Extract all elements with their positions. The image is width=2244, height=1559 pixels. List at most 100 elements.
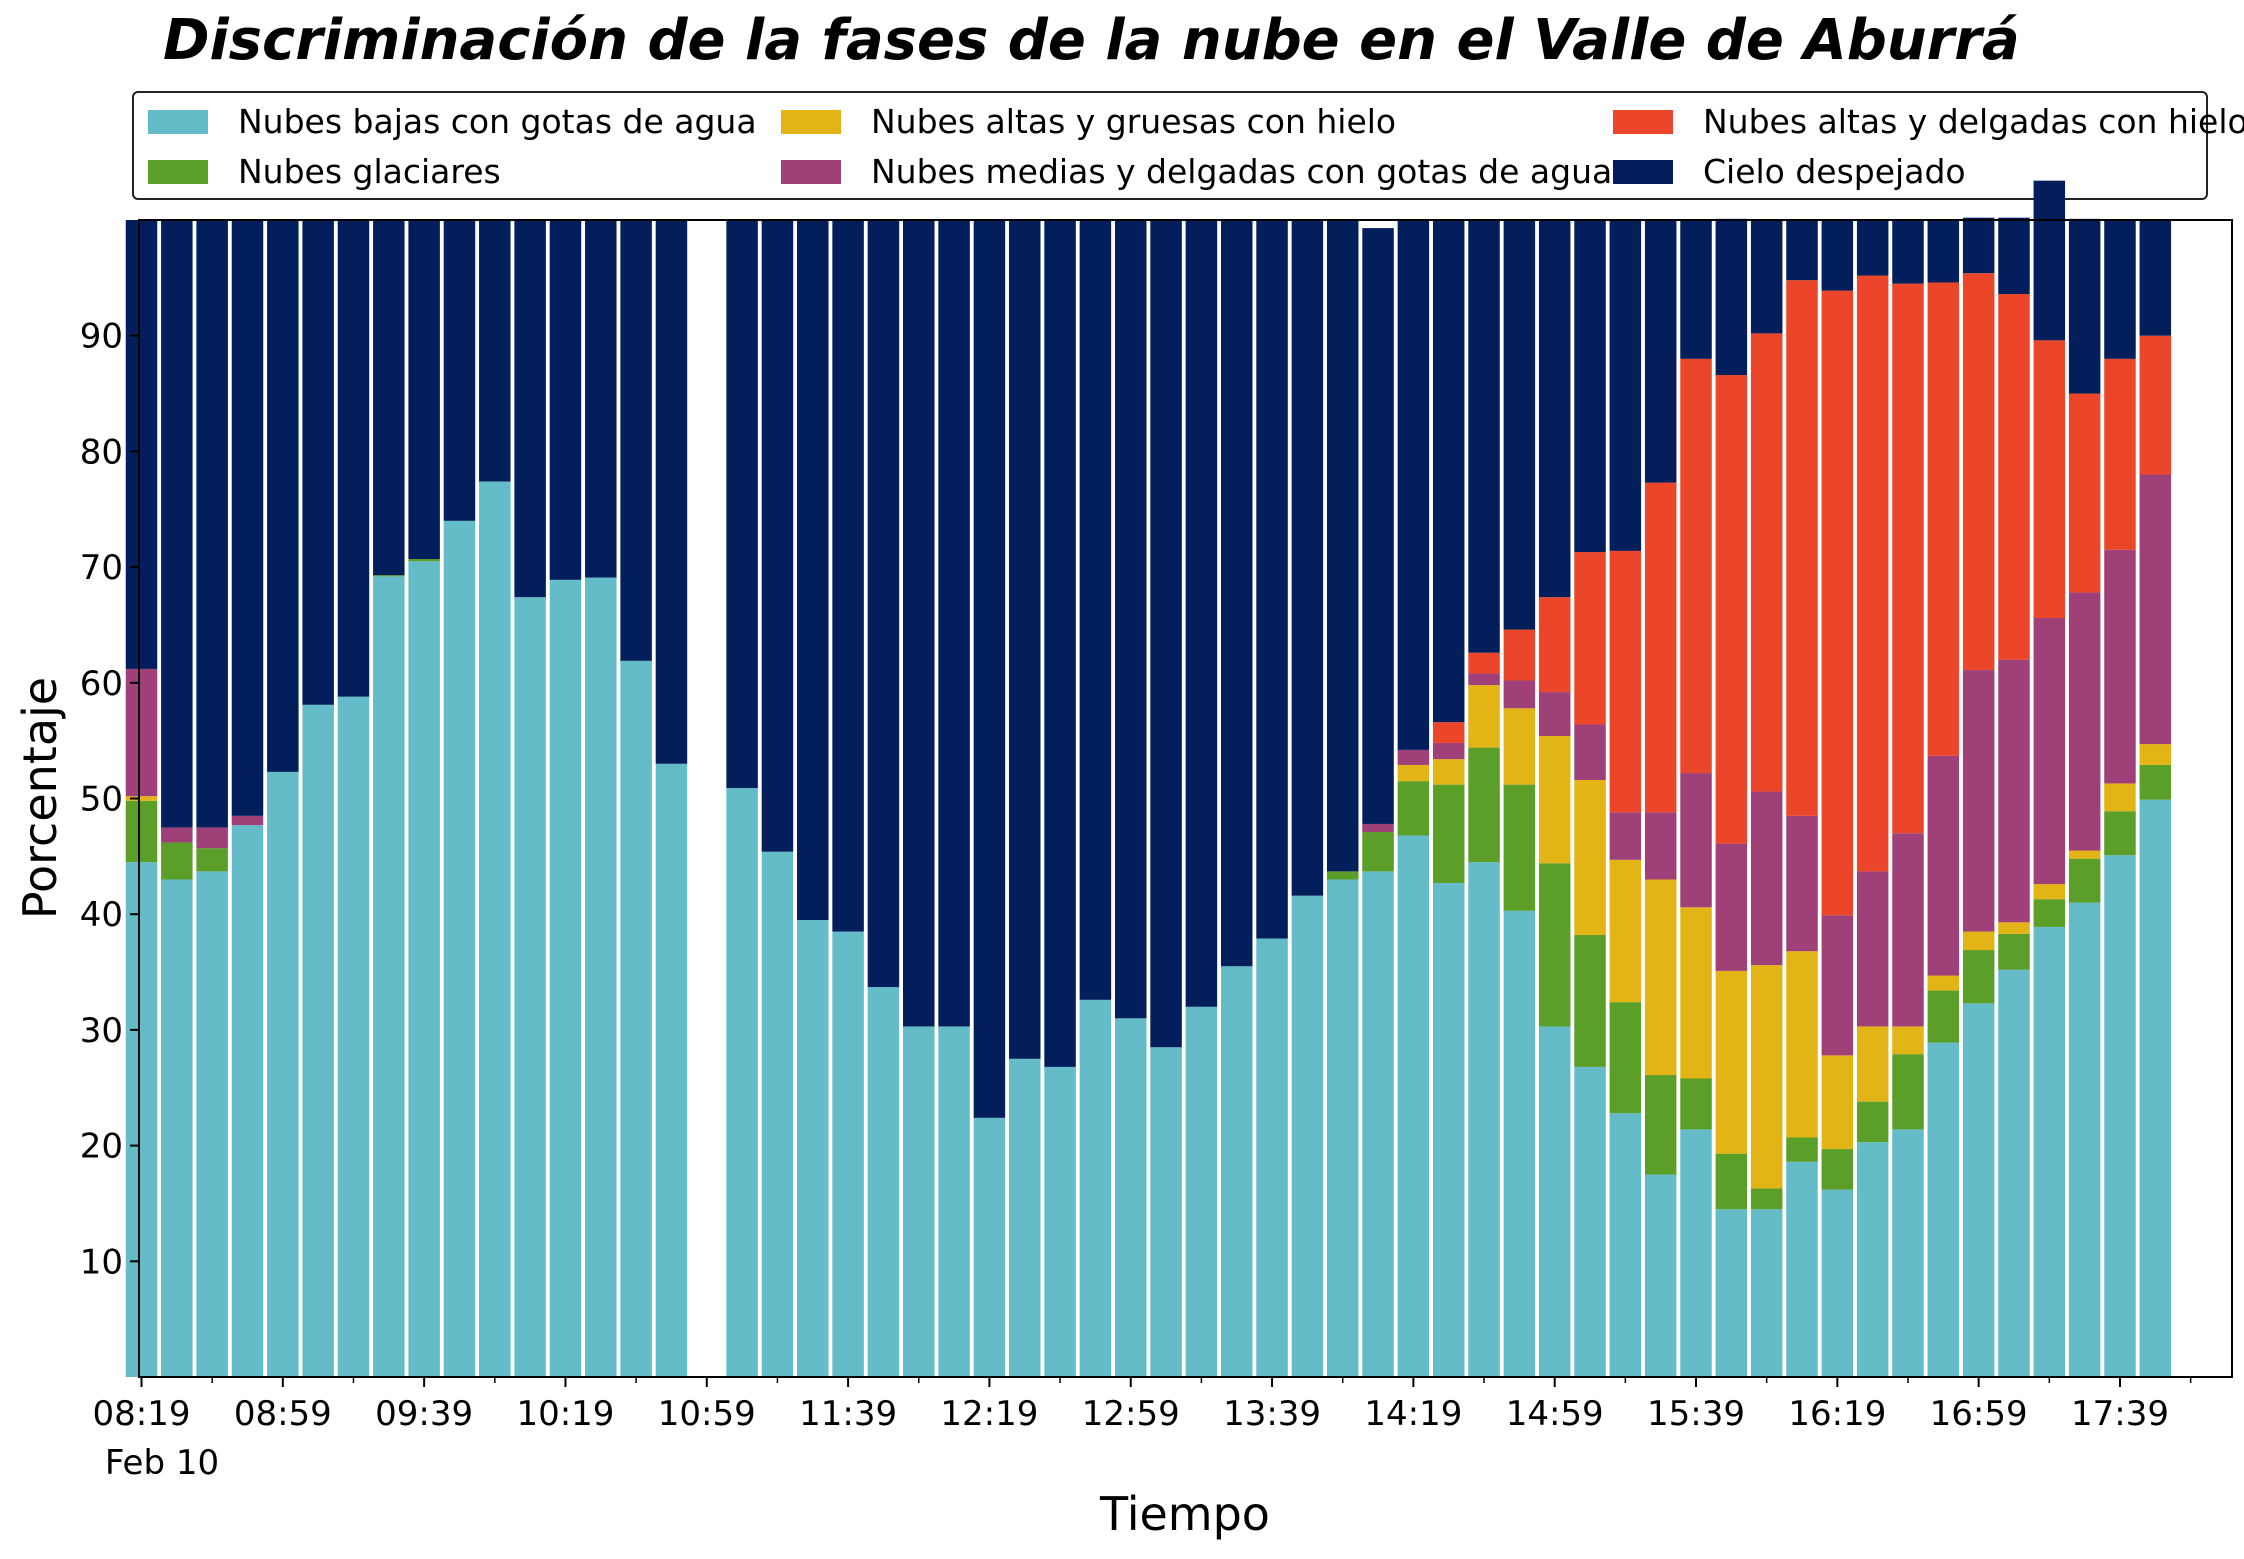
bar-segment [125,800,158,863]
bar-segment [1644,482,1677,813]
bar-segment [2104,811,2136,856]
bar-segment [1291,220,1324,896]
y-tick-label: 90 [80,317,123,357]
bar-segment [1927,755,1960,976]
bar-segment [1574,724,1606,780]
bar-segment [1609,1002,1642,1114]
bar-segment [1468,652,1500,674]
bar-segment [1750,1209,1783,1377]
bar-segment [161,879,193,1377]
bar-segment [761,220,794,852]
bar-segment [443,520,476,1377]
bar-segment [1998,922,2030,934]
bar-segment [1750,965,1783,1189]
bar-segment [1326,879,1359,1377]
legend-item: Nubes altas y delgadas con hielo [1613,102,2244,141]
x-tick-label: 08:59 [234,1394,332,1434]
bar-segment [2139,220,2172,336]
bar-segment [1715,843,1748,971]
bar-segment [2068,393,2101,593]
bar-segment [1609,812,1642,860]
bar-segment [2139,474,2172,745]
bar-segment [302,220,334,705]
bar-segment [2068,902,2101,1377]
bar-segment [1009,1058,1041,1377]
bar-segment [1821,1189,1854,1377]
bar-segment [797,220,829,920]
bar-segment [2104,549,2136,784]
legend-swatch [148,159,208,184]
bar-segment [1750,1188,1783,1210]
bar-segment [196,220,228,828]
bar-segment [1821,1055,1854,1150]
bar-segment [514,597,546,1377]
x-tick-label: 17:39 [2071,1394,2169,1434]
bar-segment [1538,863,1571,1027]
x-tick-label: 12:19 [940,1394,1038,1434]
bar-segment [1962,931,1995,951]
x-tick-label: 08:19 [93,1394,191,1434]
bar-segment [1538,1026,1571,1377]
bar-segment [1715,375,1748,844]
legend-swatch [1613,159,1673,184]
bar-segment [1998,659,2030,923]
bar-segment [1892,283,1924,834]
bar-segment [1821,290,1854,916]
legend-item: Nubes medias y delgadas con gotas de agu… [781,152,1612,191]
legend-label: Cielo despejado [1703,152,1966,191]
y-tick-label: 20 [80,1127,123,1167]
y-tick-label: 10 [80,1242,123,1282]
bar-segment [1609,550,1642,813]
bar-segment [1468,685,1500,748]
bar-segment [231,815,264,826]
bar-segment [1079,220,1112,1000]
bar-segment [1998,933,2030,970]
x-axis: 08:19 08:59 09:39 10:19 10:59 11:39 12:19 12:59… [93,1377,2192,1434]
bar-segment [1962,1003,1995,1377]
bar-segment [1503,220,1536,630]
y-tick-label: 70 [80,548,123,588]
x-tick-label: 16:59 [1930,1394,2028,1434]
bar-segment [1644,812,1677,880]
bar-segment [1291,895,1324,1377]
bar-segment [514,220,546,598]
bar-segment [1256,938,1288,1377]
legend-item: Nubes bajas con gotas de agua [148,102,757,141]
bar-segment [1892,220,1924,284]
bar-segment [2139,799,2172,1377]
bar-segment [479,481,511,1377]
bar-segment [196,827,228,849]
bar-segment [1856,1101,1889,1143]
bar-segment [161,220,193,828]
x-tick-label: 11:39 [799,1394,897,1434]
x-tick-label: 15:39 [1647,1394,1745,1434]
bar-segment [1927,220,1960,283]
bar-segment [196,871,228,1377]
bar-segment [1326,220,1359,872]
bar-segment [1432,759,1465,785]
bar-segment [1574,220,1606,553]
bar-segment [1009,220,1041,1059]
chart-legend: Nubes bajas con gotas de agua Nubes glac… [132,91,2244,200]
legend-item: Cielo despejado [1613,152,1966,191]
legend-swatch [1613,109,1673,134]
bar-segment [903,1026,935,1377]
bar-segment [1468,862,1500,1377]
bar-segment [443,220,476,521]
legend-swatch [781,159,841,184]
bar-segment [373,220,405,576]
bar-segment [267,771,299,1377]
bar-segment [1397,220,1430,750]
bar-segment [1856,275,1889,872]
bar-segment [1538,736,1571,864]
bar-segment [2104,783,2136,812]
bar-segment [1998,969,2030,1377]
bar-segment [973,220,1006,1118]
bar-segment [1397,749,1430,765]
bar-segment [1856,871,1889,1027]
bar-segment [1609,859,1642,1003]
bar-segment [1503,708,1536,785]
bar-segment [1821,915,1854,1056]
bar-segment [1856,1026,1889,1102]
bar-segment [1114,1018,1147,1377]
